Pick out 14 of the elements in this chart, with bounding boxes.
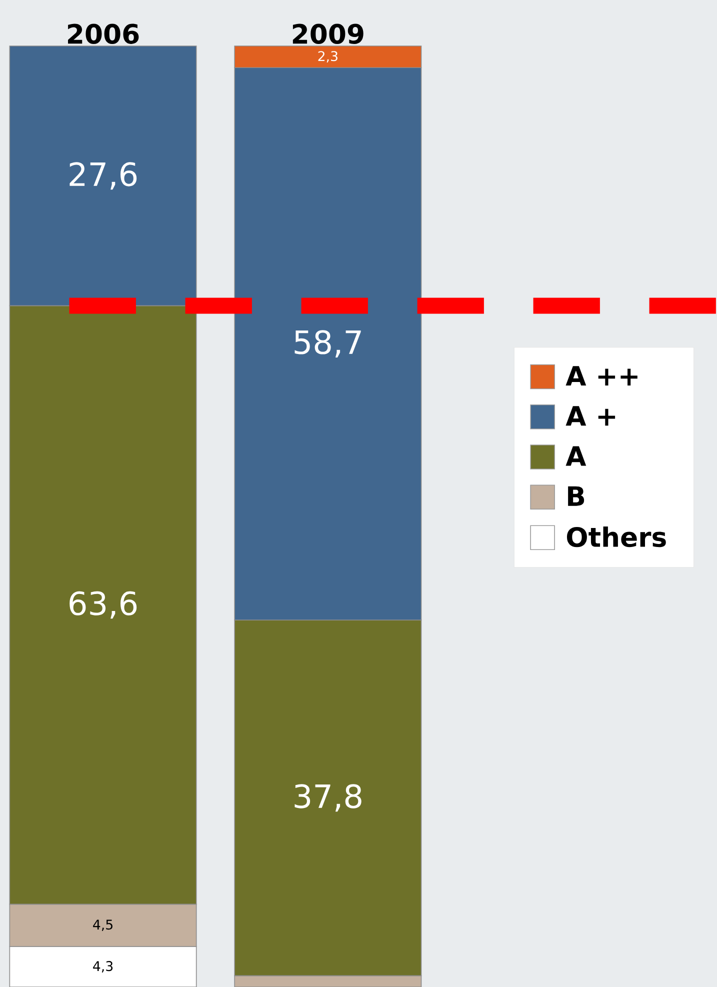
legend-label: B (568, 486, 584, 506)
data-label: 63,6 (70, 591, 137, 619)
data-label: 4,5 (93, 920, 112, 931)
data-label: 4,3 (93, 961, 113, 972)
data-label: 37,8 (294, 784, 362, 812)
legend-label: A + (566, 406, 616, 426)
legend-label: Others (566, 526, 666, 548)
legend-label: A (566, 446, 586, 466)
data-label: 2,3 (318, 51, 338, 63)
data-label: 58,7 (294, 330, 361, 358)
x-tick-label: 2009 (292, 24, 364, 44)
data-label: 27,6 (70, 162, 137, 190)
x-tick-label: 2006 (68, 24, 139, 44)
legend-label: A ++ (566, 366, 638, 386)
